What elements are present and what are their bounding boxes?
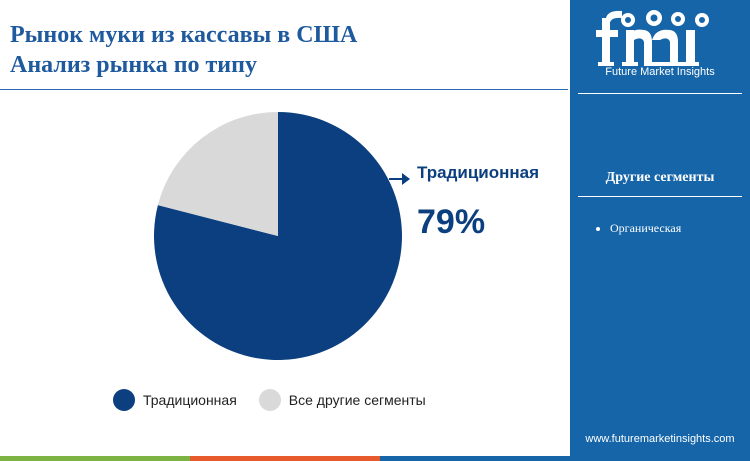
other-segments-divider xyxy=(578,196,742,197)
pie-slice-traditional xyxy=(154,112,403,361)
bottom-bar-blue xyxy=(380,456,750,461)
fmi-logo xyxy=(596,10,709,66)
bottom-color-bar xyxy=(0,456,750,461)
legend-swatch-other xyxy=(258,389,281,411)
callout-value: 79% xyxy=(417,203,486,241)
title-divider xyxy=(0,89,568,90)
legend-label-other: Все другие сегменты xyxy=(288,392,426,408)
segment-label: Органическая xyxy=(610,221,682,235)
legend-label-traditional: Традиционная xyxy=(143,392,237,408)
bottom-bar-green xyxy=(0,456,190,461)
pie-slice-other xyxy=(157,112,278,236)
legend: Традиционная Все другие сегменты xyxy=(113,389,448,411)
sidebar: Future Market Insights Другие сегменты О… xyxy=(570,0,750,461)
chart-title-line-2: Анализ рынка по типу xyxy=(10,52,257,78)
legend-swatch-traditional xyxy=(113,389,135,411)
bullet-icon xyxy=(596,227,600,232)
legend-item-other: Все другие сегменты xyxy=(258,389,426,411)
pie-slices xyxy=(154,112,403,361)
segment-list-item: Органическая xyxy=(596,221,681,236)
bottom-bar-orange xyxy=(190,456,380,461)
pie-chart xyxy=(154,112,410,361)
other-segments-heading: Другие сегменты xyxy=(605,170,715,185)
chart-title: Рынок муки из кассавы в США Анализ рынка… xyxy=(10,20,357,80)
chart-title-line-1: Рынок муки из кассавы в США xyxy=(10,22,358,48)
sidebar-divider-top xyxy=(578,93,742,94)
logo-caption: Future Market Insights xyxy=(605,66,715,78)
legend-item-traditional: Традиционная xyxy=(113,389,237,411)
callout-arrow xyxy=(389,173,410,185)
website-link[interactable]: www.futuremarketinsights.com xyxy=(585,433,735,445)
callout-label: Традиционная xyxy=(417,163,540,182)
